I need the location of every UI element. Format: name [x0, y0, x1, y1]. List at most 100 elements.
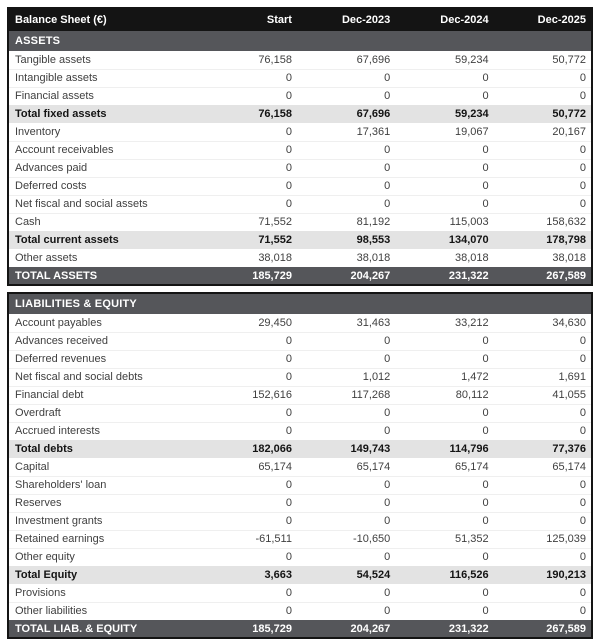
cell-value: 0 [296, 68, 396, 87]
row-label: Other liabilities [8, 601, 199, 620]
table-row: Financial assets 0 0 0 0 [8, 86, 592, 105]
cell-value: 0 [493, 493, 592, 512]
cell-value: 0 [395, 176, 494, 195]
row-label: Total current assets [15, 234, 119, 246]
row-label: Cash [8, 212, 199, 231]
cell-value: 65,174 [552, 460, 586, 473]
row-label: Provisions [15, 586, 66, 599]
cell-value: 0 [296, 331, 396, 350]
section-header-label: LIABILITIES & EQUITY [8, 293, 592, 314]
cell-value: 0 [493, 475, 592, 494]
cell-value: 114,796 [449, 443, 489, 455]
cell-value: 1,472 [395, 367, 494, 386]
cell-value: 0 [296, 601, 396, 620]
cell-value: 0 [493, 349, 592, 368]
cell-value: 0 [198, 331, 297, 350]
cell-value: 0 [493, 511, 592, 530]
cell-value: 0 [493, 158, 592, 177]
balance-sheet: Balance Sheet (€) Start Dec-2023 Dec-202… [7, 7, 593, 639]
cell-value: 152,616 [198, 385, 297, 404]
row-label: Overdraft [8, 403, 199, 422]
table-row: TOTAL ASSETS 185,729 204,267 231,322 267,589 [8, 267, 592, 285]
cell-value: 267,589 [546, 622, 586, 635]
cell-value: 0 [198, 493, 297, 512]
cell-value: 1,691 [493, 367, 592, 386]
section-header-label: ASSETS [8, 31, 592, 51]
cell-value: 158,632 [493, 212, 592, 231]
cell-value: 0 [296, 140, 396, 159]
cell-value: 81,192 [296, 212, 396, 231]
cell-value: 0 [395, 421, 494, 440]
cell-value: 0 [395, 475, 494, 494]
cell-value: 38,018 [454, 252, 489, 264]
col-header-start: Start [266, 14, 292, 26]
table-row: Financial debt 152,616 117,268 80,112 41,055 [8, 385, 592, 404]
table-row: Net fiscal and social assets 0 0 0 0 [8, 194, 592, 213]
cell-value: 77,376 [552, 443, 586, 455]
cell-value: 0 [198, 349, 297, 368]
cell-value: 0 [395, 194, 494, 213]
cell-value: 65,174 [258, 460, 292, 473]
table-row: Cash 71,552 81,192 115,003 158,632 [8, 212, 592, 231]
row-label: Other assets [15, 252, 78, 264]
cell-value: 31,463 [356, 316, 391, 329]
cell-value: 17,361 [356, 125, 391, 138]
row-label: Other equity [8, 547, 199, 566]
table-row: Account payables 29,450 31,463 33,212 34,630 [8, 314, 592, 332]
col-header-dec-2025: Dec-2025 [537, 14, 586, 26]
table-row: Total debts 182,066 149,743 114,796 77,376 [8, 440, 592, 458]
table-row: Capital 65,174 65,174 65,174 65,174 [8, 458, 592, 476]
cell-value: 182,066 [252, 443, 292, 455]
table-row: Intangible assets 0 0 0 0 [8, 68, 592, 87]
row-label: Advances paid [8, 158, 199, 177]
cell-value: 0 [198, 158, 297, 177]
cell-value: 0 [296, 547, 396, 566]
cell-value: 185,729 [252, 622, 292, 635]
table-row: Advances received 0 0 0 0 [8, 331, 592, 350]
row-label: TOTAL LIAB. & EQUITY [15, 622, 138, 635]
cell-value: 0 [198, 421, 297, 440]
cell-value: 0 [493, 421, 592, 440]
cell-value: 50,772 [552, 108, 586, 120]
cell-value: 1,012 [296, 367, 396, 386]
cell-value: 65,174 [356, 460, 391, 473]
row-label: Total fixed assets [15, 108, 107, 120]
cell-value: 0 [493, 403, 592, 422]
cell-value: 76,158 [258, 108, 292, 120]
cell-value: 71,552 [198, 212, 297, 231]
cell-value: 0 [384, 586, 391, 599]
cell-value: 38,018 [258, 252, 292, 264]
row-label: Intangible assets [8, 68, 199, 87]
cell-value: 0 [296, 421, 396, 440]
section-header-row: LIABILITIES & EQUITY [8, 293, 592, 314]
cell-value: 0 [296, 86, 396, 105]
table-row: Deferred costs 0 0 0 0 [8, 176, 592, 195]
row-label: Reserves [8, 493, 199, 512]
cell-value: 0 [395, 403, 494, 422]
cell-value: 0 [296, 493, 396, 512]
cell-value: 67,696 [356, 53, 391, 66]
cell-value: 231,322 [448, 269, 489, 282]
table-row: Provisions 0 0 0 0 [8, 584, 592, 602]
cell-value: 115,003 [395, 212, 494, 231]
cell-value: 98,553 [356, 234, 391, 246]
cell-value: 0 [493, 194, 592, 213]
liabilities-equity-table: LIABILITIES & EQUITY Account payables 29,4… [7, 292, 593, 639]
table-row: Advances paid 0 0 0 0 [8, 158, 592, 177]
assets-table: Balance Sheet (€) Start Dec-2023 Dec-202… [7, 7, 593, 286]
cell-value: 0 [198, 403, 297, 422]
cell-value: 0 [198, 547, 297, 566]
table-row: Other liabilities 0 0 0 0 [8, 601, 592, 620]
table-row: Investment grants 0 0 0 0 [8, 511, 592, 530]
row-label: Deferred costs [8, 176, 199, 195]
row-label: Shareholders' loan [8, 475, 199, 494]
cell-value: 0 [198, 86, 297, 105]
section-gap [7, 286, 593, 292]
cell-value: 125,039 [493, 529, 592, 548]
cell-value: 267,589 [546, 269, 586, 282]
cell-value: 116,526 [449, 569, 489, 581]
cell-value: 0 [493, 601, 592, 620]
table-row: Reserves 0 0 0 0 [8, 493, 592, 512]
cell-value: -61,511 [198, 529, 297, 548]
cell-value: 0 [198, 68, 297, 87]
